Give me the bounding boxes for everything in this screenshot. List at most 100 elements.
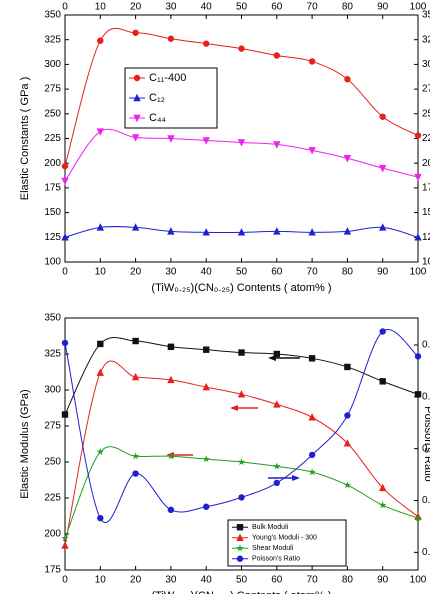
point <box>238 45 245 52</box>
arrow-head <box>292 475 300 481</box>
y-tick-label: 250 <box>44 108 61 119</box>
legend-marker <box>133 114 141 123</box>
y-tick-label: 325 <box>44 34 61 45</box>
legend-marker <box>236 533 244 541</box>
x-tick-label: 60 <box>271 267 283 278</box>
x-tick-label: 10 <box>95 575 107 586</box>
point <box>61 411 69 418</box>
x-tick-label-top: 20 <box>130 2 142 13</box>
point <box>414 514 422 522</box>
point <box>61 541 69 549</box>
x-tick-label-top: 50 <box>236 2 248 13</box>
point <box>96 447 105 456</box>
x-tick-label-top: 100 <box>410 2 427 13</box>
point <box>343 439 352 447</box>
x-tick-label: 10 <box>95 267 107 278</box>
series-line <box>64 337 419 415</box>
arrows <box>166 355 300 481</box>
x-tick-label: 40 <box>201 575 213 586</box>
point <box>167 343 175 350</box>
point <box>237 390 246 398</box>
point <box>131 452 140 460</box>
point <box>61 162 69 170</box>
point <box>272 462 281 470</box>
legend-marker <box>236 524 244 531</box>
x-tick-label-top: 90 <box>377 2 389 13</box>
y-tick-label: 300 <box>44 385 61 396</box>
x-tick-label: 50 <box>236 267 248 278</box>
point <box>131 372 140 381</box>
y2-tick-label: 0.195 <box>422 495 430 506</box>
x-tick-label: 40 <box>201 267 213 278</box>
point <box>379 328 386 335</box>
legend-label: Poisson's Ratio <box>252 556 300 563</box>
x-tick-label: 100 <box>410 575 427 586</box>
point <box>131 223 140 231</box>
point <box>344 76 351 83</box>
point <box>379 378 386 385</box>
x-tick-label-top: 70 <box>307 2 319 13</box>
y-tick-label-right: 125 <box>422 232 430 243</box>
point <box>343 155 352 163</box>
y-tick-label: 200 <box>44 158 61 169</box>
x-tick-label: 30 <box>165 575 177 586</box>
legend-label: C₁₂ <box>149 92 165 104</box>
x-tick-label: 70 <box>307 575 319 586</box>
series-line <box>64 360 419 546</box>
y-tick-label: 175 <box>44 183 61 194</box>
y-tick-label: 300 <box>44 59 61 70</box>
point <box>237 228 246 236</box>
point <box>308 58 316 65</box>
point <box>273 400 281 408</box>
point <box>344 412 351 419</box>
point <box>238 494 245 501</box>
point <box>343 227 352 235</box>
point <box>238 349 245 356</box>
point <box>96 368 104 376</box>
point <box>132 29 139 36</box>
y-tick-label-right: 300 <box>422 59 430 70</box>
point <box>96 128 104 136</box>
y2-tick-label: 0.190 <box>422 547 430 558</box>
legend-label: C₁₁-400 <box>149 72 186 84</box>
point <box>167 452 175 460</box>
x-tick-label: 20 <box>130 267 142 278</box>
point <box>97 514 104 522</box>
point <box>203 40 210 47</box>
series-line <box>64 28 419 167</box>
point <box>273 350 280 358</box>
y-tick-label-right: 225 <box>422 133 430 144</box>
series-line <box>64 329 419 523</box>
y-tick-label: 150 <box>44 207 61 218</box>
point <box>202 228 210 236</box>
x-axis-label: (TiW₀.₂₅)(CN₀.₂₅) Contents ( atom% ) <box>151 590 331 594</box>
point <box>378 501 387 509</box>
legend-label: C₄₄ <box>149 112 166 124</box>
y2-tick-label: 0.200 <box>422 443 430 454</box>
point <box>308 451 316 459</box>
point <box>273 479 280 487</box>
point <box>203 346 210 353</box>
x-tick-label: 100 <box>410 267 427 278</box>
x-tick-label: 90 <box>377 267 389 278</box>
y-tick-label: 275 <box>44 421 61 432</box>
legend-marker <box>236 544 244 552</box>
point <box>202 455 211 463</box>
x-tick-label: 70 <box>307 267 319 278</box>
y2-axis-label: Poisson's Ratio <box>422 406 430 481</box>
legend-marker <box>133 74 141 82</box>
point <box>132 470 139 477</box>
y-tick-label: 100 <box>44 257 61 268</box>
point <box>97 340 104 348</box>
point <box>202 382 210 391</box>
x-tick-label: 80 <box>342 575 354 586</box>
x-tick-label: 90 <box>377 575 389 586</box>
y-tick-label-right: 150 <box>422 207 430 218</box>
legend-marker <box>133 93 141 102</box>
y-axis-label: Elastic Modulus (GPa) <box>19 389 31 498</box>
point <box>97 37 104 44</box>
y2-tick-label: 0.205 <box>422 391 430 402</box>
plot-frame <box>64 14 419 263</box>
legend-label: Bulk Moduli <box>252 524 289 531</box>
